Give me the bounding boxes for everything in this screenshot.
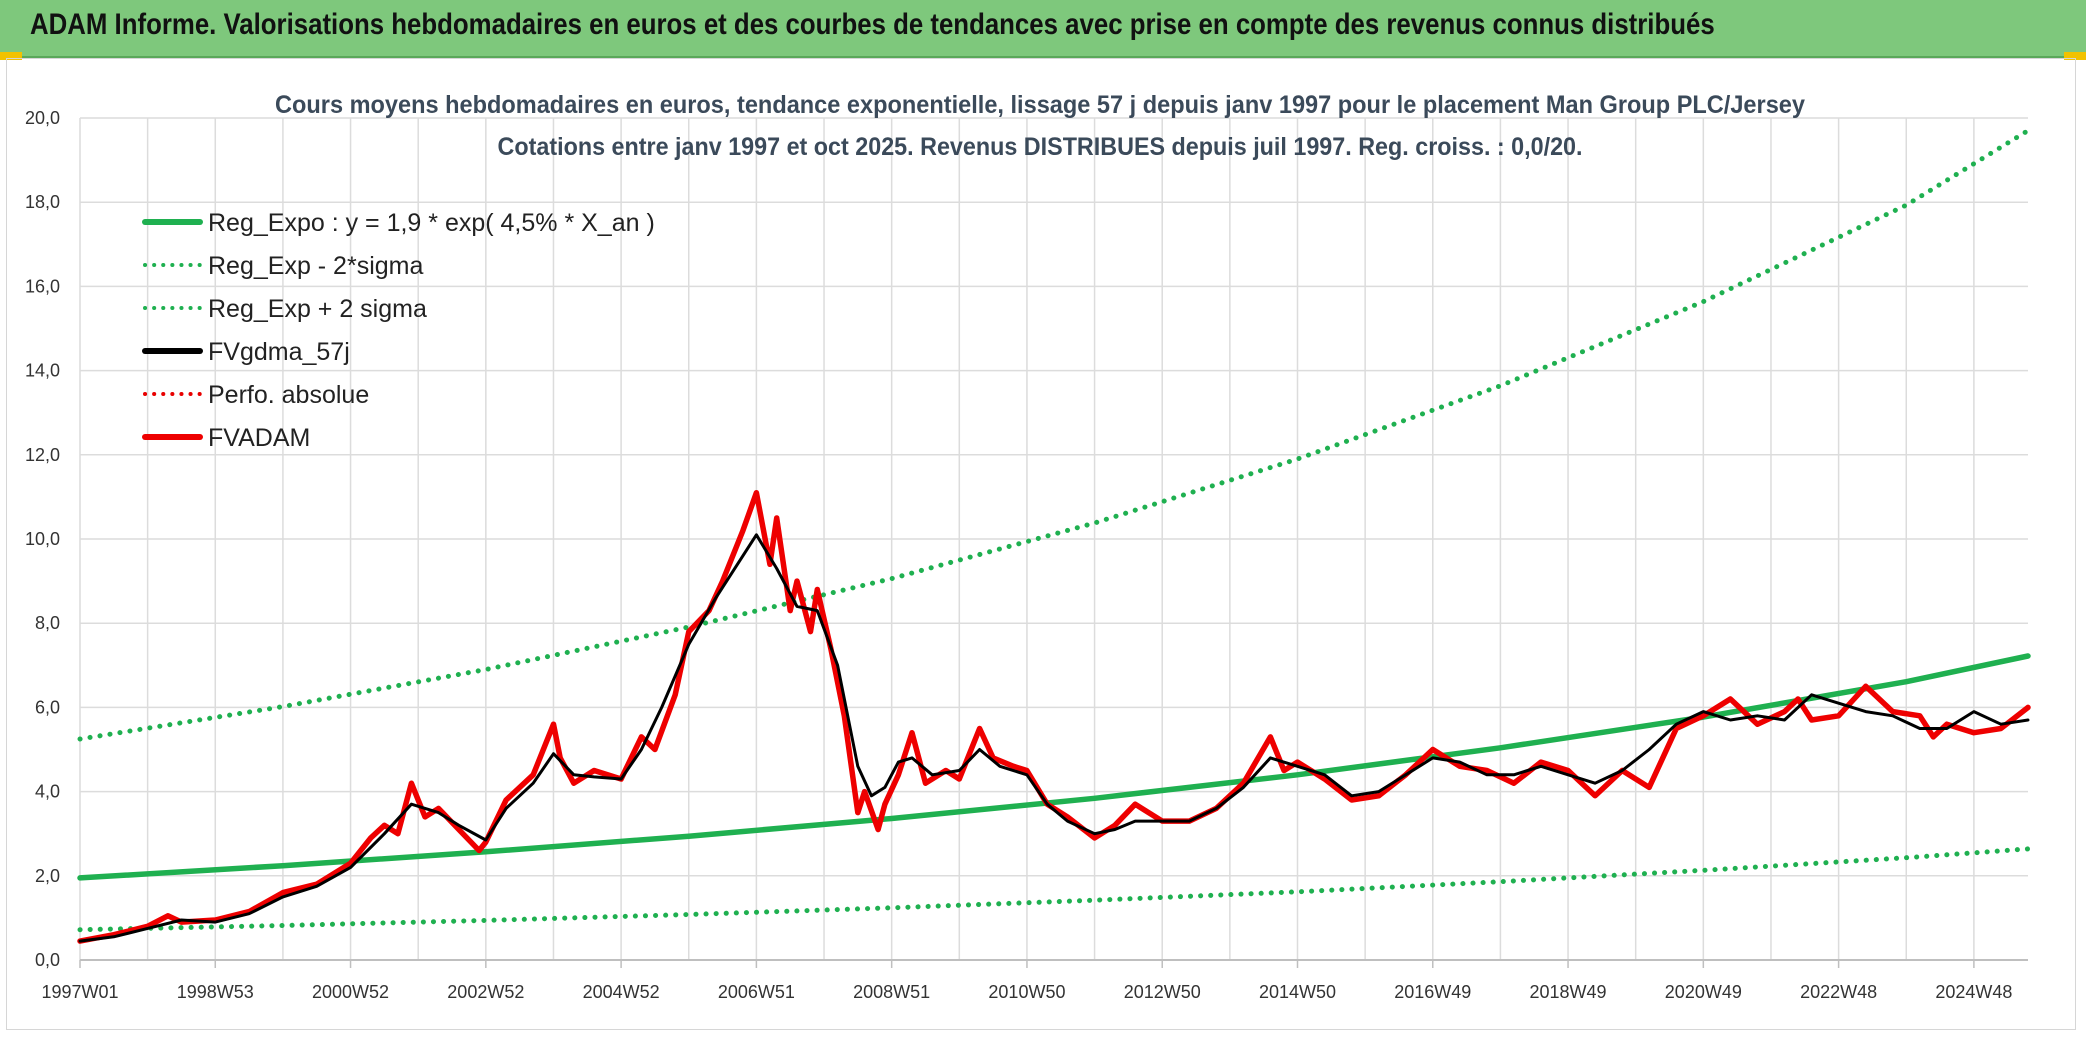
y-tick-label: 0,0: [35, 950, 60, 970]
x-axis-ticks: 1997W01 1998W53 2000W52 2002W52 2004W52 2006W…: [41, 960, 2012, 1002]
legend-label: Reg_Expo : y = 1,9 * exp( 4,5% * X_an ): [208, 209, 655, 237]
x-tick-label: 2000W52: [312, 982, 389, 1002]
legend-label: FVgdma_57j: [208, 338, 350, 366]
y-tick-label: 12,0: [25, 445, 60, 465]
x-tick-label: 2018W49: [1530, 982, 1607, 1002]
legend-label: Reg_Exp + 2 sigma: [208, 295, 427, 323]
series-line: [77, 653, 2031, 881]
series-line: [77, 489, 2031, 944]
x-tick-label: 2022W48: [1800, 982, 1877, 1002]
corner-mark-top-left: [0, 52, 22, 60]
chart-grid: [79, 117, 2028, 961]
x-tick-label: 1998W53: [177, 982, 254, 1002]
y-tick-label: 4,0: [35, 782, 60, 802]
y-tick-label: 6,0: [35, 697, 60, 717]
y-tick-label: 14,0: [25, 361, 60, 381]
y-tick-label: 16,0: [25, 276, 60, 296]
report-title: ADAM Informe. Valorisations hebdomadaire…: [30, 8, 1715, 41]
chart-title: Cours moyens hebdomadaires en euros, ten…: [275, 91, 1805, 119]
x-tick-label: 2012W50: [1124, 982, 1201, 1002]
report-banner: ADAM Informe. Valorisations hebdomadaire…: [0, 0, 2086, 58]
x-tick-label: 1997W01: [41, 982, 118, 1002]
series-line: [78, 533, 2030, 943]
y-axis-ticks: 0,0 2,0 4,0 6,0 8,0 10,0 12,0 14,0 16,0 18,0 20,0: [25, 108, 60, 970]
x-tick-label: 2020W49: [1665, 982, 1742, 1002]
chart-frame: [6, 58, 2076, 1030]
x-tick-label: 2010W50: [988, 982, 1065, 1002]
y-tick-label: 18,0: [25, 192, 60, 212]
y-tick-label: 2,0: [35, 866, 60, 886]
corner-mark-top-right: [2064, 52, 2086, 60]
chart-subtitle: Cotations entre janv 1997 et oct 2025. R…: [498, 133, 1583, 161]
legend-label: FVADAM: [208, 424, 310, 452]
x-tick-label: 2002W52: [447, 982, 524, 1002]
legend-label: Reg_Exp - 2*sigma: [208, 252, 423, 280]
chart-legend: Reg_Expo : y = 1,9 * exp( 4,5% * X_an ) R…: [142, 209, 655, 452]
chart-series: [77, 128, 2031, 944]
series-line: [77, 128, 2031, 742]
y-tick-label: 20,0: [25, 108, 60, 128]
legend-label: Perfo. absolue: [208, 381, 369, 409]
y-tick-label: 10,0: [25, 529, 60, 549]
x-tick-label: 2024W48: [1935, 982, 2012, 1002]
x-tick-label: 2006W51: [718, 982, 795, 1002]
x-tick-label: 2016W49: [1394, 982, 1471, 1002]
x-tick-label: 2004W52: [583, 982, 660, 1002]
y-tick-label: 8,0: [35, 613, 60, 633]
x-tick-label: 2008W51: [853, 982, 930, 1002]
x-tick-label: 2014W50: [1259, 982, 1336, 1002]
